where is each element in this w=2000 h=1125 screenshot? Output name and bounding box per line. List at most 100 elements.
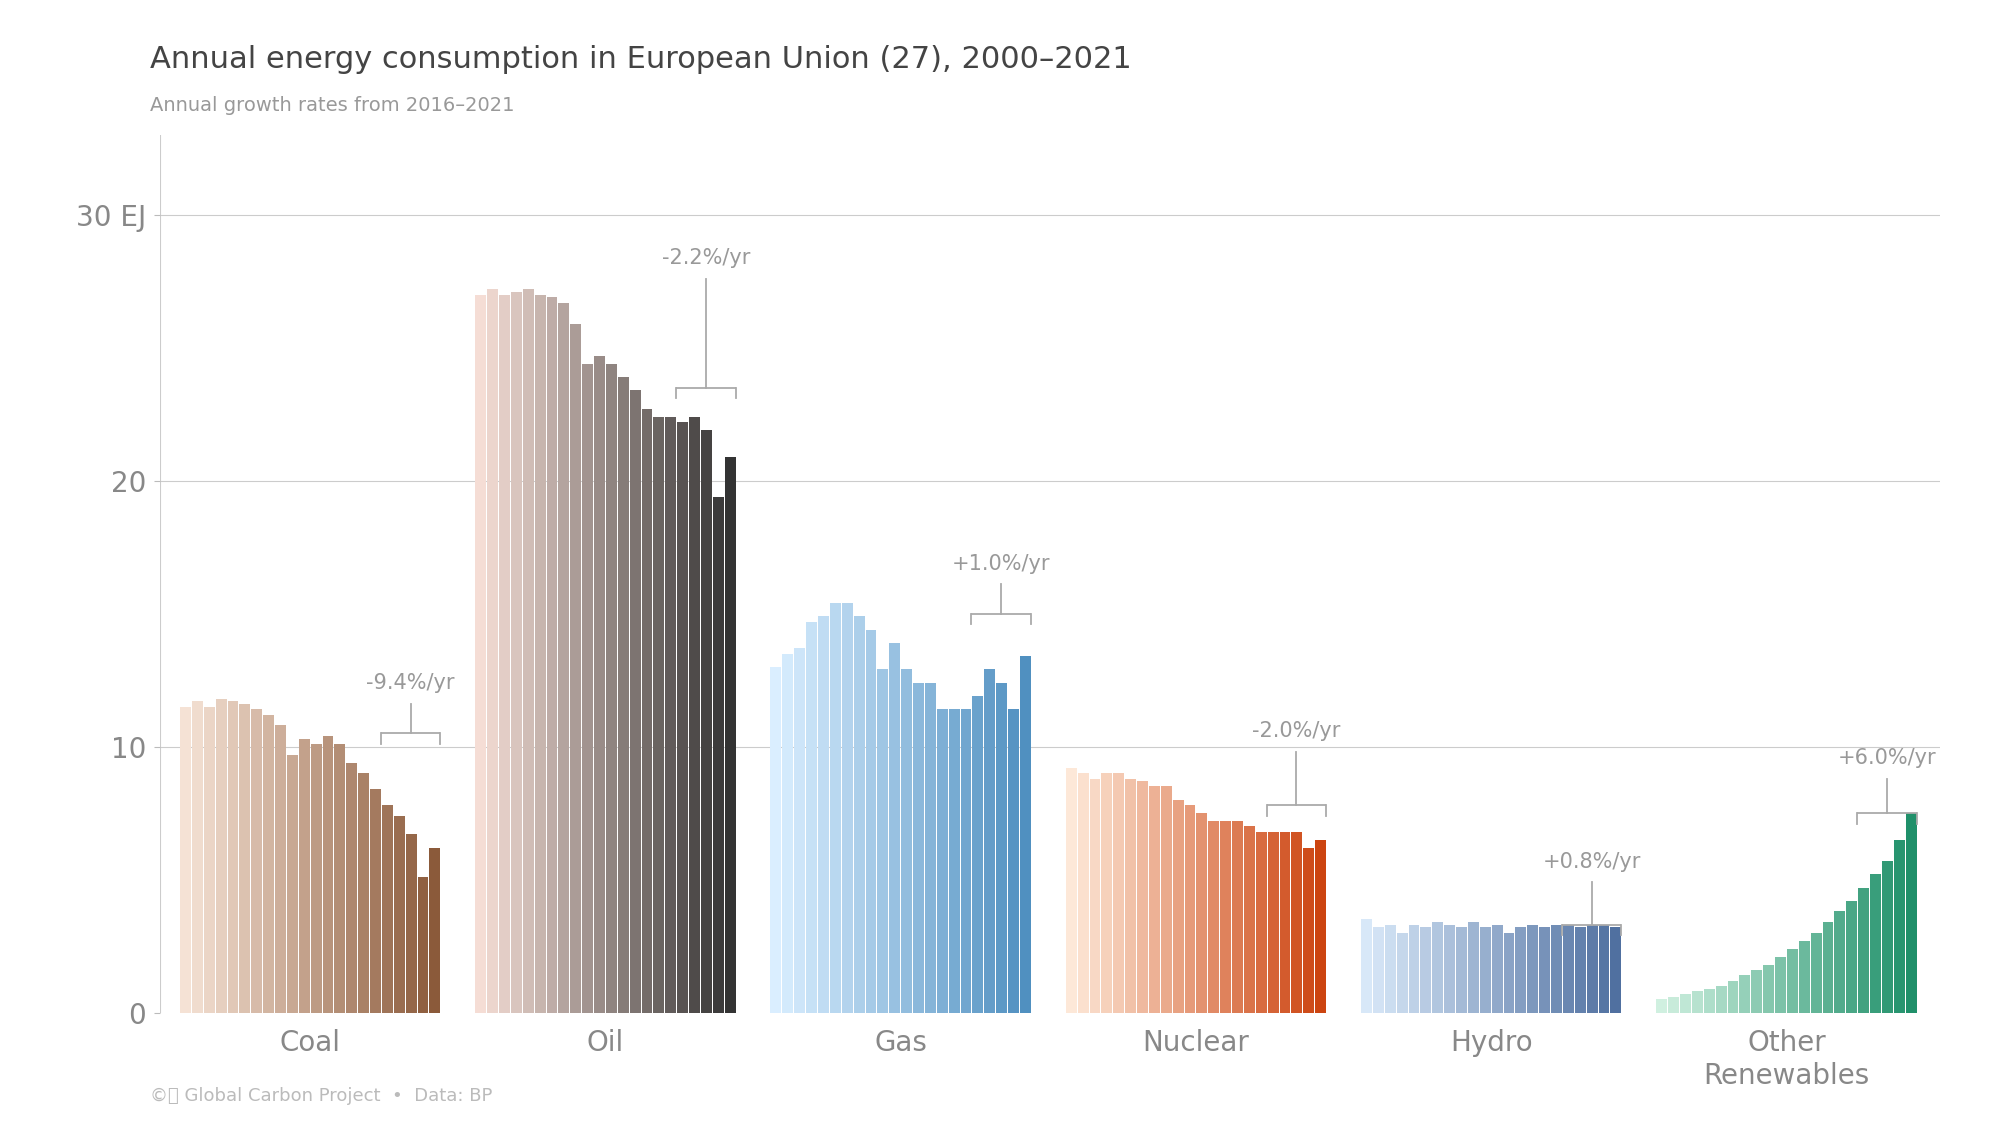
Bar: [1304, 847, 1314, 1012]
Bar: [678, 422, 688, 1012]
Bar: [1468, 922, 1478, 1013]
Bar: [1408, 925, 1420, 1013]
Bar: [996, 683, 1008, 1012]
Bar: [370, 789, 380, 1013]
Bar: [1420, 927, 1432, 1013]
Bar: [1316, 839, 1326, 1012]
Bar: [334, 744, 346, 1012]
Bar: [1574, 927, 1586, 1013]
Bar: [298, 739, 310, 1012]
Bar: [1728, 981, 1738, 1012]
Bar: [606, 363, 616, 1012]
Bar: [192, 701, 202, 1012]
Bar: [358, 773, 370, 1013]
Bar: [1078, 773, 1088, 1013]
Bar: [476, 295, 486, 1012]
Bar: [1090, 778, 1100, 1012]
Bar: [1384, 925, 1396, 1013]
Bar: [1444, 925, 1456, 1013]
Bar: [1432, 922, 1444, 1013]
Bar: [1598, 925, 1610, 1013]
Bar: [1740, 975, 1750, 1012]
Bar: [700, 430, 712, 1012]
Bar: [180, 706, 190, 1012]
Bar: [1528, 925, 1538, 1013]
Bar: [878, 669, 888, 1012]
Bar: [498, 295, 510, 1012]
Bar: [948, 710, 960, 1012]
Bar: [1764, 964, 1774, 1012]
Text: +6.0%/yr: +6.0%/yr: [1838, 748, 1936, 768]
Bar: [1184, 806, 1196, 1012]
Bar: [322, 736, 334, 1012]
Bar: [216, 699, 226, 1012]
Bar: [1704, 989, 1714, 1012]
Bar: [1456, 927, 1466, 1013]
Bar: [724, 457, 736, 1012]
Bar: [1516, 927, 1526, 1013]
Bar: [1372, 927, 1384, 1013]
Bar: [666, 417, 676, 1012]
Bar: [546, 297, 558, 1012]
Bar: [794, 648, 806, 1012]
Bar: [1562, 925, 1574, 1013]
Bar: [890, 642, 900, 1012]
Bar: [1504, 933, 1514, 1013]
Text: -2.2%/yr: -2.2%/yr: [662, 248, 750, 268]
Bar: [488, 289, 498, 1012]
Bar: [972, 696, 984, 1012]
Bar: [960, 710, 972, 1012]
Bar: [1280, 831, 1290, 1012]
Bar: [1846, 901, 1858, 1012]
Bar: [1894, 839, 1904, 1012]
Bar: [1492, 925, 1502, 1013]
Bar: [1480, 927, 1490, 1013]
Bar: [1114, 773, 1124, 1013]
Bar: [1752, 970, 1762, 1012]
Bar: [1020, 656, 1030, 1012]
Bar: [1834, 911, 1846, 1013]
Bar: [522, 289, 534, 1012]
Bar: [1244, 827, 1254, 1012]
Bar: [914, 683, 924, 1012]
Bar: [346, 763, 358, 1012]
Bar: [430, 847, 440, 1012]
Bar: [1268, 831, 1278, 1012]
Bar: [1810, 933, 1822, 1013]
Bar: [1102, 773, 1112, 1013]
Bar: [842, 603, 852, 1012]
Bar: [510, 291, 522, 1012]
Text: Annual growth rates from 2016–2021: Annual growth rates from 2016–2021: [150, 96, 514, 115]
Bar: [654, 417, 664, 1012]
Bar: [984, 669, 996, 1012]
Bar: [924, 683, 936, 1012]
Bar: [228, 701, 238, 1012]
Bar: [854, 616, 864, 1012]
Bar: [1680, 993, 1690, 1012]
Bar: [286, 755, 298, 1012]
Bar: [1396, 933, 1408, 1013]
Bar: [1292, 831, 1302, 1012]
Bar: [712, 496, 724, 1012]
Bar: [1786, 948, 1798, 1012]
Bar: [534, 295, 546, 1012]
Bar: [1656, 999, 1668, 1012]
Bar: [1172, 800, 1184, 1012]
Bar: [1196, 813, 1208, 1012]
Bar: [1798, 940, 1810, 1012]
Bar: [1586, 925, 1598, 1013]
Bar: [1668, 997, 1680, 1012]
Bar: [204, 706, 214, 1012]
Bar: [1822, 922, 1834, 1013]
Bar: [618, 377, 628, 1012]
Text: ©ⓘ Global Carbon Project  •  Data: BP: ©ⓘ Global Carbon Project • Data: BP: [150, 1087, 492, 1105]
Text: -9.4%/yr: -9.4%/yr: [366, 674, 454, 693]
Bar: [594, 356, 604, 1013]
Bar: [1008, 710, 1018, 1012]
Bar: [582, 363, 594, 1012]
Bar: [1066, 768, 1076, 1013]
Bar: [782, 654, 794, 1012]
Bar: [806, 622, 818, 1012]
Bar: [1776, 956, 1786, 1012]
Bar: [418, 876, 428, 1012]
